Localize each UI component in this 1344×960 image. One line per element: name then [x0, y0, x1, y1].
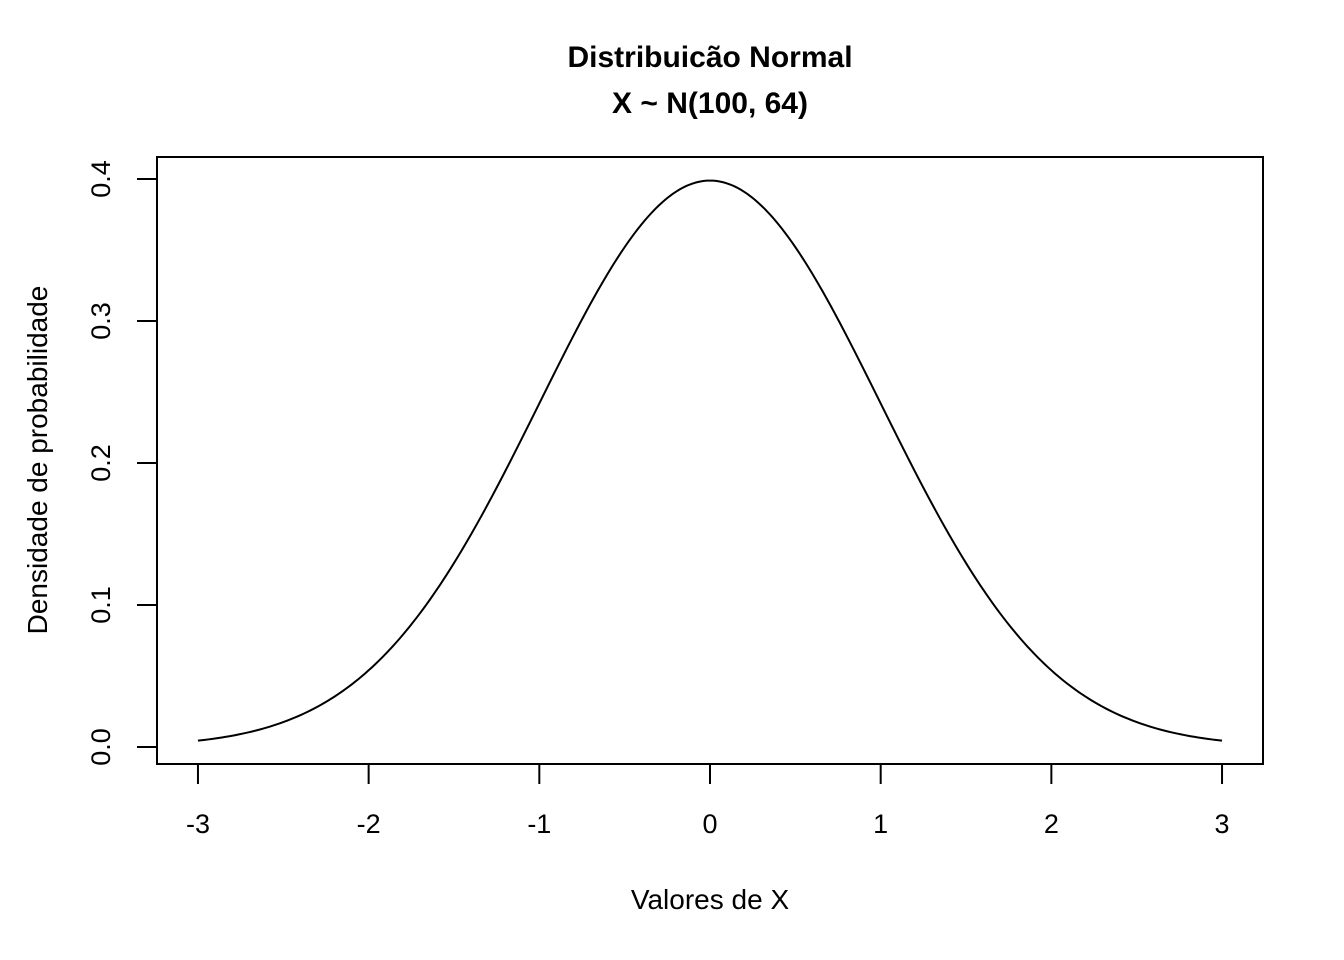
- chart-subtitle: X ~ N(100, 64): [612, 87, 808, 120]
- y-tick-label: 0.1: [86, 586, 116, 624]
- y-tick-label: 0.2: [86, 444, 116, 482]
- x-axis-label: Valores de X: [631, 884, 790, 915]
- plot-frame: [156, 156, 1264, 765]
- x-tick-label: -2: [357, 809, 381, 839]
- x-tick-label: 0: [702, 809, 717, 839]
- density-curve: [197, 179, 1223, 742]
- x-tick-label: 1: [873, 809, 888, 839]
- chart-title: Distribuicão Normal: [567, 41, 852, 74]
- y-tick-label: 0.3: [86, 302, 116, 340]
- y-axis-label: Densidade de probabilidade: [22, 286, 53, 635]
- y-tick-label: 0.4: [86, 160, 116, 198]
- y-tick-label: 0.0: [86, 728, 116, 766]
- y-axis: 0.0 0.1 0.2 0.3 0.4: [86, 160, 158, 766]
- x-tick-label: -1: [527, 809, 551, 839]
- x-tick-label: 3: [1215, 809, 1230, 839]
- x-axis: -3 -2 -1 0 1 2 3: [186, 763, 1230, 839]
- x-tick-label: -3: [186, 809, 210, 839]
- x-tick-label: 2: [1044, 809, 1059, 839]
